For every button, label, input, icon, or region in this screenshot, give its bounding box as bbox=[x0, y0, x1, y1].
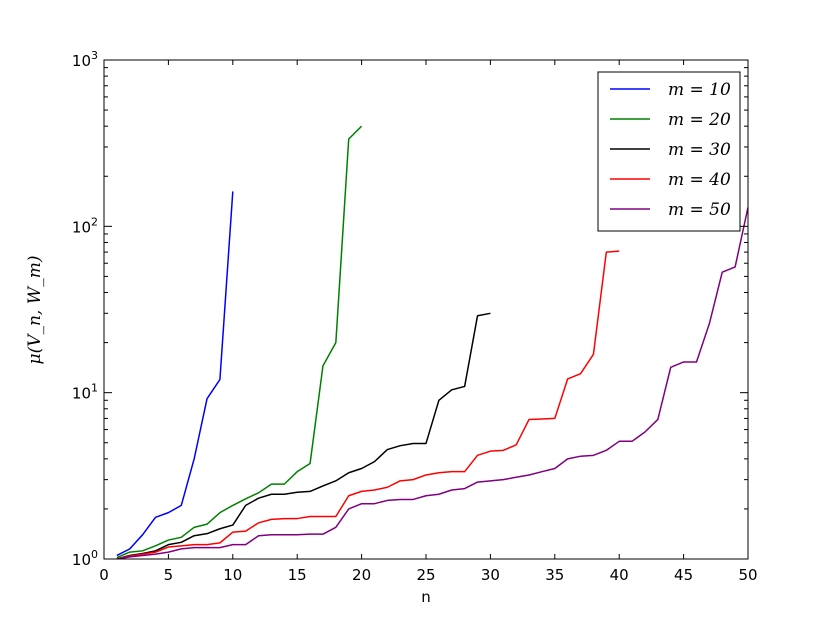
y-tick-label: 102 bbox=[72, 215, 98, 236]
legend-items: m = 10 m = 20 m = 30 m = 40 m = 50 bbox=[610, 80, 731, 220]
legend-box bbox=[597, 71, 741, 232]
y-tick-label: 101 bbox=[72, 382, 98, 403]
x-tick-label: 50 bbox=[738, 566, 757, 584]
legend-label-5: m = 50 bbox=[668, 200, 731, 220]
x-tick-label: 5 bbox=[164, 566, 174, 584]
series-line-3 bbox=[116, 312, 491, 559]
x-tick-label: 25 bbox=[416, 566, 435, 584]
x-tick-label: 15 bbox=[288, 566, 307, 584]
series-line-2 bbox=[116, 125, 363, 559]
x-tick-label: 35 bbox=[545, 566, 564, 584]
x-tick-label: 20 bbox=[352, 566, 371, 584]
legend: m = 10 m = 20 m = 30 m = 40 m = 50 bbox=[597, 71, 741, 232]
series-line-5 bbox=[116, 207, 748, 559]
x-tick-label: 0 bbox=[99, 566, 109, 584]
series-line-4 bbox=[116, 250, 620, 559]
x-tick-label: 30 bbox=[481, 566, 500, 584]
x-axis-label: n bbox=[421, 588, 431, 606]
legend-label-3: m = 30 bbox=[668, 140, 731, 160]
legend-label-4: m = 40 bbox=[668, 170, 731, 190]
y-axis-label: μ(V_n, W_m) bbox=[25, 256, 45, 365]
series-line-1 bbox=[116, 191, 234, 557]
legend-label-1: m = 10 bbox=[668, 80, 731, 100]
y-tick-label: 100 bbox=[72, 548, 98, 569]
y-tick-labels: 100 101 102 103 bbox=[72, 49, 98, 569]
x-tick-label: 10 bbox=[223, 566, 242, 584]
legend-label-2: m = 20 bbox=[668, 110, 731, 130]
lines-layer bbox=[116, 125, 748, 559]
ticks-layer bbox=[103, 59, 749, 560]
x-tick-label: 40 bbox=[610, 566, 629, 584]
x-tick-label: 45 bbox=[674, 566, 693, 584]
y-tick-label: 103 bbox=[72, 49, 98, 70]
x-tick-labels: 0 5 10 15 20 25 30 35 40 45 50 bbox=[99, 566, 757, 584]
